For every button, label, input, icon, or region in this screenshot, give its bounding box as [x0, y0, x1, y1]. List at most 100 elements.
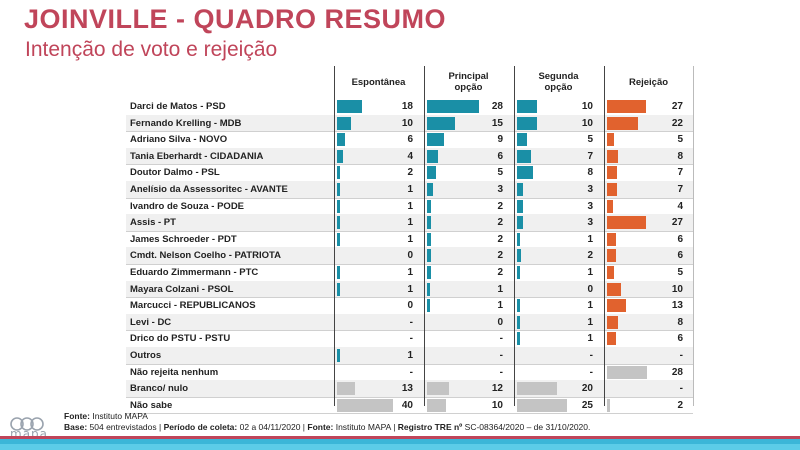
row-band — [126, 247, 693, 264]
footer-notes: Fonte: Instituto MAPA Base: 504 entrevis… — [64, 411, 590, 433]
data-value: 20 — [581, 383, 593, 395]
data-bar — [517, 100, 537, 114]
data-bar — [607, 100, 646, 114]
data-bar — [427, 166, 437, 180]
data-bar — [337, 266, 340, 280]
data-bar — [337, 100, 363, 114]
data-value: 0 — [497, 316, 503, 328]
data-bar — [337, 116, 351, 130]
row-label: Darci de Matos - PSD — [130, 101, 226, 112]
data-bar — [607, 282, 622, 296]
data-bar — [427, 249, 431, 263]
data-bar — [427, 299, 430, 313]
data-bar — [427, 382, 450, 396]
row-label: Levi - DC — [130, 316, 172, 328]
data-bar — [517, 398, 567, 412]
column-header: Rejeição — [628, 76, 669, 88]
data-value: 40 — [401, 399, 413, 411]
data-bar — [427, 266, 431, 280]
data-bar — [517, 216, 523, 230]
data-bar — [607, 266, 615, 280]
data-value: - — [409, 366, 413, 378]
data-value: 8 — [677, 316, 683, 328]
footer-source-label: Fonte: — [64, 411, 90, 421]
data-bar — [607, 166, 617, 180]
data-value: 6 — [677, 250, 683, 262]
data-bar — [607, 232, 616, 246]
row-band — [126, 181, 693, 198]
data-bar — [517, 116, 537, 130]
column-separator — [334, 66, 335, 406]
data-bar — [607, 398, 610, 412]
row-label: Outros — [130, 350, 162, 361]
data-value: 1 — [587, 267, 593, 278]
data-bar — [427, 116, 455, 130]
data-bar — [337, 149, 343, 163]
data-value: 1 — [587, 300, 593, 312]
data-bar — [517, 133, 527, 147]
data-bar — [337, 199, 340, 213]
row-divider — [126, 396, 693, 398]
row-band — [126, 147, 693, 165]
data-value: 5 — [677, 134, 683, 146]
data-bar — [517, 166, 533, 180]
data-bar — [427, 216, 431, 230]
data-bar — [517, 315, 520, 329]
data-value: 7 — [587, 150, 593, 162]
data-value: 7 — [677, 184, 683, 195]
data-value: 4 — [407, 150, 413, 162]
data-value: 1 — [407, 217, 413, 229]
row-label: Fernando Krelling - MDB — [130, 117, 242, 129]
footer-stripe-red — [0, 436, 800, 439]
footer-base: 504 entrevistados | — [89, 422, 164, 432]
data-value: - — [679, 383, 683, 395]
data-bar — [427, 149, 439, 163]
data-value: 10 — [581, 101, 593, 112]
data-bar — [337, 232, 340, 246]
data-value: 28 — [491, 101, 503, 112]
row-divider — [126, 297, 693, 299]
data-value: 2 — [497, 250, 503, 262]
footer-source: Instituto MAPA — [92, 411, 148, 421]
footer-tre-label: Registro TRE nº — [397, 422, 463, 432]
data-value: 1 — [407, 267, 413, 278]
data-bar — [607, 365, 647, 379]
data-value: 25 — [581, 399, 593, 411]
data-value: 2 — [497, 217, 503, 229]
data-bar — [337, 166, 340, 180]
row-label: Assis - PT — [130, 217, 176, 229]
data-value: - — [589, 366, 593, 378]
data-value: - — [679, 350, 683, 361]
footer-period: 02 a 04/11/2020 | — [239, 422, 308, 432]
row-label: Adriano Silva - NOVO — [130, 134, 228, 146]
data-value: 6 — [677, 233, 683, 245]
data-value: 2 — [497, 200, 503, 212]
row-band — [126, 214, 693, 231]
data-bar — [427, 199, 431, 213]
data-value: 13 — [671, 300, 683, 312]
data-bar — [427, 232, 431, 246]
column-header: Espontânea — [351, 76, 406, 88]
row-label: Não sabe — [130, 399, 173, 411]
data-value: 22 — [671, 117, 683, 129]
row-band — [126, 280, 693, 298]
data-bar — [607, 116, 639, 130]
data-value: - — [499, 366, 503, 378]
footer-line-1: Fonte: Instituto MAPA — [64, 411, 590, 422]
data-value: 3 — [497, 184, 503, 195]
data-value: 2 — [497, 267, 503, 278]
data-bar — [337, 349, 340, 363]
data-bar — [607, 299, 626, 313]
footer-source2-label: Fonte: — [307, 422, 334, 432]
row-label: Ivandro de Souza - PODE — [130, 200, 245, 212]
data-bar — [517, 199, 523, 213]
data-bar — [517, 299, 520, 313]
footer-tre: SC-08364/2020 – de 31/10/2020. — [464, 422, 591, 432]
data-bar — [517, 232, 520, 246]
data-bar — [337, 216, 340, 230]
footer-line-2: Base: 504 entrevistados | Período de col… — [64, 422, 590, 433]
data-value: 7 — [677, 167, 683, 179]
data-value: 1 — [587, 233, 593, 245]
data-bar — [517, 266, 520, 280]
row-band — [126, 114, 693, 132]
